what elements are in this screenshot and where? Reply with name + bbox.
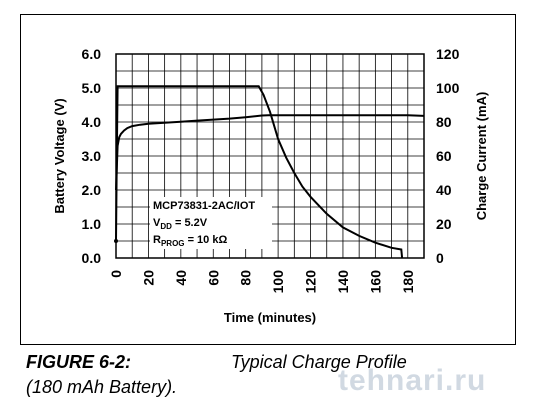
y2-tick-label: 20 [436, 216, 452, 232]
y2-tick-label: 120 [436, 46, 460, 62]
figure-caption: FIGURE 6-2: Typical Charge Profile (180 … [26, 350, 506, 400]
y2-tick-label: 100 [436, 80, 460, 96]
y2-tick-label: 40 [436, 182, 452, 198]
x-tick-label: 60 [205, 270, 221, 286]
x-tick-label: 180 [400, 270, 416, 294]
y-tick-label: 1.0 [82, 216, 102, 232]
y2-axis-title: Charge Current (mA) [474, 92, 489, 221]
y-tick-label: 2.0 [82, 182, 102, 198]
y-tick-label: 6.0 [82, 46, 102, 62]
x-axis-title: Time (minutes) [224, 310, 316, 325]
x-tick-label: 0 [108, 270, 124, 278]
x-tick-label: 100 [270, 270, 286, 294]
x-tick-label: 80 [238, 270, 254, 286]
watermark-text: tehnari.ru [338, 364, 487, 397]
x-tick-label: 120 [303, 270, 319, 294]
y-tick-label: 4.0 [82, 114, 102, 130]
x-tick-label: 140 [335, 270, 351, 294]
x-tick-label: 20 [140, 270, 156, 286]
battery-voltage-line [115, 114, 425, 191]
y-axis-title: Battery Voltage (V) [52, 98, 67, 213]
y-tick-label: 5.0 [82, 80, 102, 96]
figure-label: FIGURE 6-2: [26, 352, 132, 372]
x-tick-label: 40 [173, 270, 189, 286]
annotation-device: MCP73831-2AC/IOT [153, 200, 255, 212]
chart-ticks: 0 20 40 60 80 100 120 140 160 180 0.0 1.0 2.0 3.0 4.0 5… [82, 46, 460, 293]
annotation-vdd: VDD = 5.2V [153, 217, 208, 231]
y-tick-label: 3.0 [82, 148, 102, 164]
x-tick-label: 160 [367, 270, 383, 294]
figure-subtitle: (180 mAh Battery). [26, 377, 178, 397]
plot-border [115, 53, 425, 259]
annotation-rprog: RPROG = 10 kΩ [153, 234, 227, 248]
annotation-box: MCP73831-2AC/IOT VDD = 5.2V RPROG = 10 k… [150, 197, 272, 249]
charge-current-line [115, 85, 404, 259]
y2-tick-label: 60 [436, 148, 452, 164]
figure-title: Typical Charge Profile [231, 352, 407, 372]
y-tick-label: 0.0 [82, 250, 102, 266]
y2-tick-label: 80 [436, 114, 452, 130]
y2-tick-label: 0 [436, 250, 444, 266]
annotation-background [150, 197, 272, 249]
figure-frame [20, 14, 516, 345]
